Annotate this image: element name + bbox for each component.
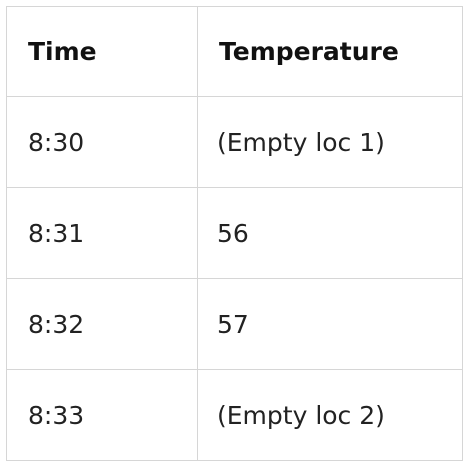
temperature-cell: (Empty loc 1) bbox=[197, 96, 463, 188]
table-row: 8:30 (Empty loc 1) bbox=[6, 96, 463, 188]
time-cell: 8:32 bbox=[6, 278, 198, 370]
temperature-table-container: Time Temperature 8:30 (Empty loc 1) 8:31… bbox=[6, 6, 463, 461]
temperature-table: Time Temperature 8:30 (Empty loc 1) 8:31… bbox=[6, 6, 463, 461]
table-row: 8:32 57 bbox=[6, 278, 463, 370]
temperature-cell: 56 bbox=[197, 187, 463, 279]
temperature-column-header: Temperature bbox=[197, 6, 463, 97]
temperature-cell: 57 bbox=[197, 278, 463, 370]
table-row: 8:33 (Empty loc 2) bbox=[6, 369, 463, 461]
time-cell: 8:30 bbox=[6, 96, 198, 188]
table-header-row: Time Temperature bbox=[6, 6, 463, 97]
time-cell: 8:31 bbox=[6, 187, 198, 279]
time-column-header: Time bbox=[6, 6, 198, 97]
time-cell: 8:33 bbox=[6, 369, 198, 461]
table-row: 8:31 56 bbox=[6, 187, 463, 279]
temperature-cell: (Empty loc 2) bbox=[197, 369, 463, 461]
